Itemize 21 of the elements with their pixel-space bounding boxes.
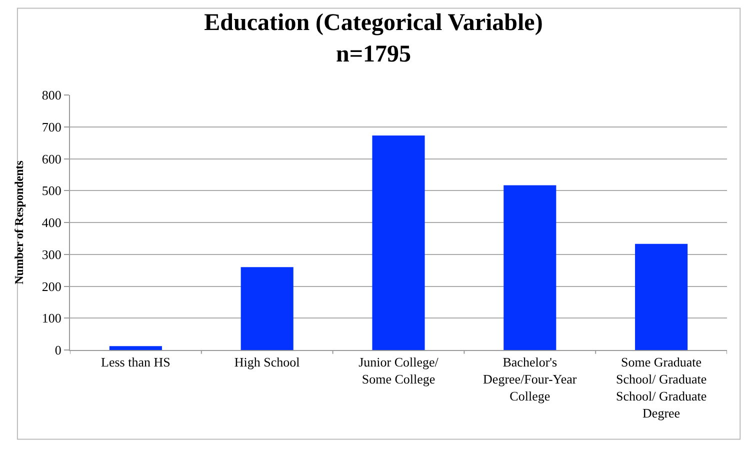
x-tick-label: Some Graduate School/ Graduate School/ Graduate Degree [616, 354, 707, 420]
x-tick-label: High School [234, 354, 300, 370]
x-tick-label: Bachelor's Degree/Four-Year College [483, 354, 578, 404]
y-tick-label: 0 [54, 342, 62, 358]
x-tick-label: Junior College/ Some College [358, 354, 439, 386]
y-tick-label: 200 [42, 278, 62, 294]
y-tick-label: 400 [42, 215, 62, 230]
y-tick-label: 800 [42, 88, 62, 103]
bar [372, 135, 425, 350]
x-tick-label: Less than HS [101, 354, 170, 370]
y-tick-label: 300 [42, 246, 62, 262]
bar [504, 185, 556, 350]
bar [635, 244, 688, 350]
bar [240, 267, 294, 350]
y-tick-label: 700 [42, 119, 62, 134]
bar [109, 346, 162, 350]
chart-title: Education (Categorical Variable) n=1795 [204, 10, 543, 68]
y-tick-label: 100 [42, 310, 62, 326]
y-axis-title: Number of Respondents [12, 160, 26, 284]
y-tick-label: 600 [42, 151, 62, 166]
y-tick-label: 500 [42, 183, 62, 198]
